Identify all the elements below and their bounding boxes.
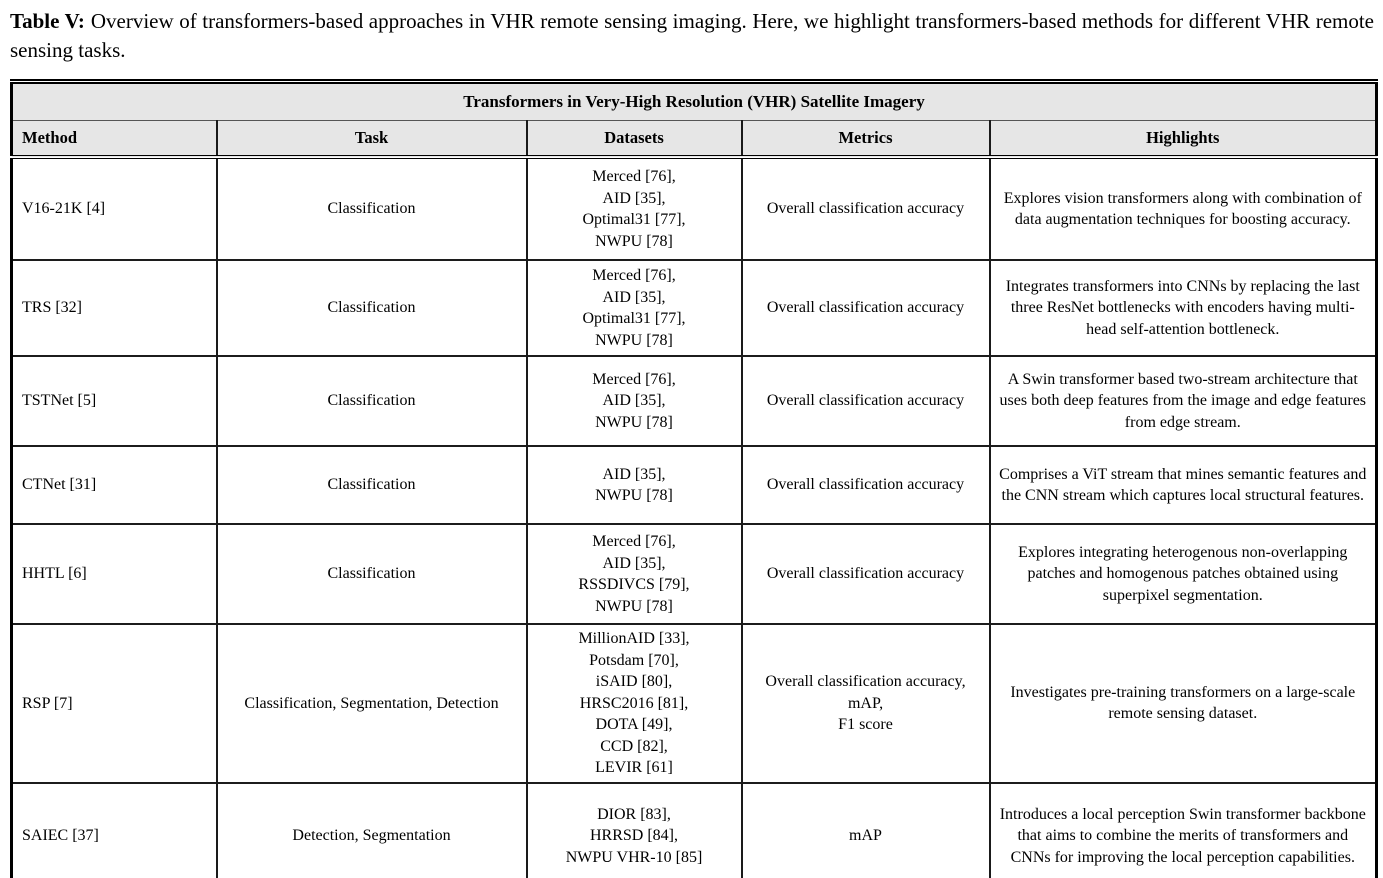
method-cell: CTNet [31] [11, 445, 217, 524]
datasets-cell: MillionAID [33], Potsdam [70], iSAID [80… [525, 623, 742, 783]
highlights-cell: Integrates transformers into CNNs by rep… [988, 259, 1377, 356]
caption-label: Table V: [10, 9, 85, 33]
task-cell: Classification [215, 445, 527, 524]
metrics-cell: Overall classification accuracy [740, 156, 990, 260]
table-title-row: Transformers in Very-High Resolution (VH… [11, 81, 1377, 121]
method-cell: RSP [7] [11, 623, 217, 783]
table-row: HHTL [6] Classification Merced [76], AID… [11, 523, 1377, 624]
col-header-method: Method [11, 120, 217, 159]
table-caption: Table V: Overview of transformers-based a… [10, 7, 1374, 65]
datasets-cell: DIOR [83], HRRSD [84], NWPU VHR-10 [85] [525, 781, 742, 878]
highlights-cell: Explores vision transformers along with … [988, 156, 1377, 260]
datasets-cell: Merced [76], AID [35], NWPU [78] [525, 355, 742, 446]
col-header-highlights: Highlights [988, 120, 1377, 159]
task-cell: Classification [215, 259, 527, 356]
highlights-cell: Investigates pre-training transformers o… [988, 623, 1377, 783]
task-cell: Classification, Segmentation, Detection [215, 623, 527, 783]
overview-table: Transformers in Very-High Resolution (VH… [10, 79, 1379, 878]
col-header-task: Task [215, 120, 527, 159]
datasets-cell: Merced [76], AID [35], Optimal31 [77], N… [525, 156, 742, 260]
table-row: V16-21K [4] Classification Merced [76], … [11, 156, 1377, 260]
method-cell: TRS [32] [11, 259, 217, 356]
table-row: SAIEC [37] Detection, Segmentation DIOR … [11, 781, 1377, 878]
datasets-cell: Merced [76], AID [35], RSSDIVCS [79], NW… [525, 523, 742, 624]
datasets-cell: Merced [76], AID [35], Optimal31 [77], N… [525, 259, 742, 356]
highlights-cell: Comprises a ViT stream that mines semant… [988, 445, 1377, 524]
task-cell: Detection, Segmentation [215, 781, 527, 878]
table-row: RSP [7] Classification, Segmentation, De… [11, 623, 1377, 783]
table-header-row: Method Task Datasets Metrics Highlights [11, 120, 1377, 159]
metrics-cell: Overall classification accuracy, mAP, F1… [740, 623, 990, 783]
method-cell: TSTNet [5] [11, 355, 217, 446]
metrics-cell: Overall classification accuracy [740, 523, 990, 624]
caption-text: Overview of transformers-based approache… [10, 9, 1375, 62]
task-cell: Classification [215, 156, 527, 260]
table-row: CTNet [31] Classification AID [35], NWPU… [11, 445, 1377, 524]
task-cell: Classification [215, 355, 527, 446]
method-cell: HHTL [6] [11, 523, 217, 624]
metrics-cell: Overall classification accuracy [740, 445, 990, 524]
col-header-datasets: Datasets [525, 120, 742, 159]
col-header-metrics: Metrics [740, 120, 990, 159]
metrics-cell: mAP [740, 781, 990, 878]
metrics-cell: Overall classification accuracy [740, 259, 990, 356]
highlights-cell: Introduces a local perception Swin trans… [988, 781, 1377, 878]
metrics-cell: Overall classification accuracy [740, 355, 990, 446]
datasets-cell: AID [35], NWPU [78] [525, 445, 742, 524]
table-title: Transformers in Very-High Resolution (VH… [11, 81, 1377, 121]
method-cell: SAIEC [37] [11, 781, 217, 878]
table-row: TSTNet [5] Classification Merced [76], A… [11, 355, 1377, 446]
table-row: TRS [32] Classification Merced [76], AID… [11, 259, 1377, 356]
method-cell: V16-21K [4] [11, 156, 217, 260]
highlights-cell: A Swin transformer based two-stream arch… [988, 355, 1377, 446]
highlights-cell: Explores integrating heterogenous non-ov… [988, 523, 1377, 624]
task-cell: Classification [215, 523, 527, 624]
